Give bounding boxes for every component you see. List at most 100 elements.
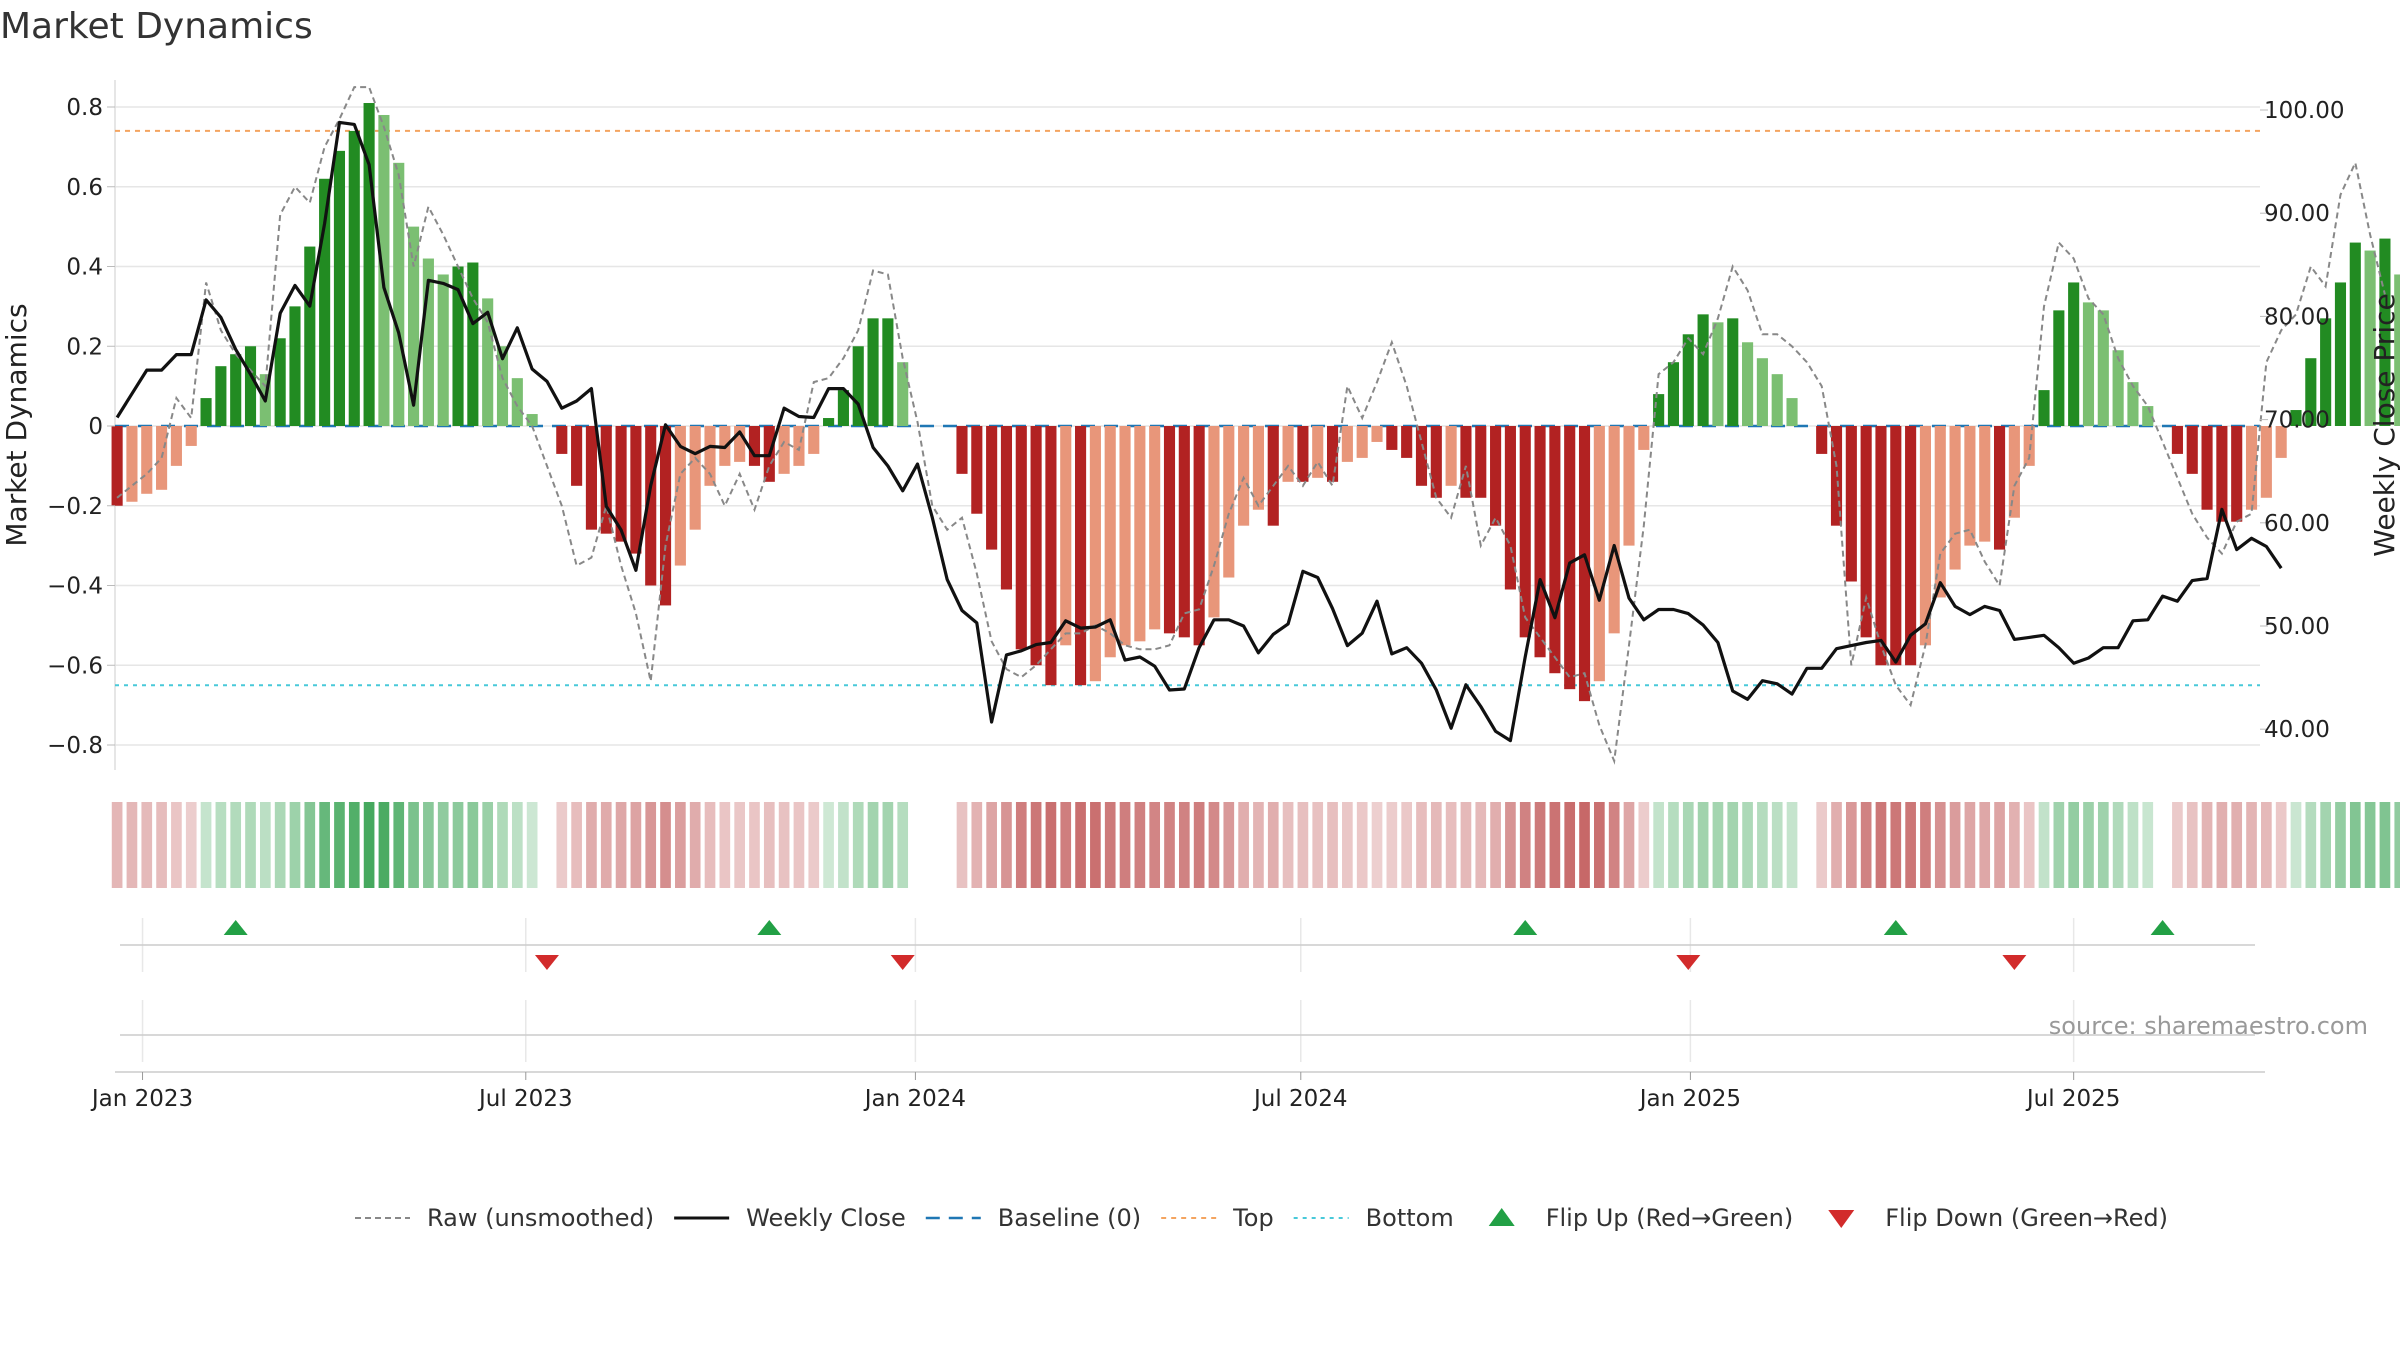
regime-strip-cell [393, 802, 405, 888]
regime-strip-cell [1845, 802, 1857, 888]
dynamics-bar [1356, 426, 1368, 458]
dynamics-bar [185, 426, 197, 446]
regime-strip-cell [511, 802, 523, 888]
dynamics-bar [748, 426, 761, 466]
regime-strip-cell [1949, 802, 1961, 888]
regime-strip-cell [1001, 802, 1012, 888]
regime-strip-cell [1994, 802, 2005, 888]
y-axis-title-left: Market Dynamics [0, 303, 33, 546]
regime-strip-cell [200, 802, 212, 888]
y-tick-label: 0.6 [66, 175, 103, 201]
dynamics-bar [1297, 426, 1309, 482]
dynamics-bars [111, 103, 2400, 702]
dynamics-bar [1771, 374, 1783, 426]
flip-down-marker [2002, 955, 2027, 970]
dynamics-bar [1578, 426, 1591, 702]
flip-up-marker [757, 920, 782, 935]
dynamics-bar [2305, 358, 2317, 426]
dynamics-bar [2142, 406, 2154, 426]
dynamics-bar [1964, 426, 1976, 546]
dynamics-bar [437, 274, 449, 426]
dynamics-bar [1727, 318, 1739, 426]
legend-swatch [1488, 1208, 1515, 1226]
dynamics-bar [1119, 426, 1131, 646]
dynamics-bar [1653, 394, 1665, 426]
regime-strip-cell [1653, 802, 1664, 888]
regime-strip-cell [571, 802, 582, 888]
dynamics-bar [1149, 426, 1161, 630]
legend-item-top: Top [1161, 1204, 1274, 1232]
x-axis: Jan 2023 Jul 2023 Jan 2024 Jul 2024 Jan 2025… [90, 1071, 2265, 1112]
legend-item-bottom: Bottom [1293, 1204, 1454, 1232]
dynamics-bar [1223, 426, 1235, 578]
dynamics-bar [837, 390, 849, 426]
regime-strip-cell [260, 802, 271, 888]
dynamics-bar [1504, 426, 1516, 590]
regime-strip-cell [1460, 802, 1472, 888]
y-tick-label: −0.6 [47, 653, 103, 679]
regime-strip-cell [838, 802, 849, 888]
regime-strip-cell [1327, 802, 1338, 888]
dynamics-bar [467, 262, 479, 426]
flip-down-marker [1676, 955, 1701, 970]
dynamics-bar [1045, 426, 1057, 686]
regime-strip-cell [1416, 802, 1427, 888]
regime-strip-cell [1594, 802, 1605, 888]
regime-strip-cell [1934, 802, 1946, 888]
dynamics-bar [585, 426, 597, 530]
dynamics-bar [1905, 426, 1917, 666]
dynamics-bar [897, 362, 909, 426]
regime-strip-cell [1860, 802, 1872, 888]
regime-strip-cell [1267, 802, 1279, 888]
regime-strip-cell [2335, 802, 2346, 888]
regime-strip-cell [1075, 802, 1086, 888]
axis-ticks: 0.8 0.6 0.4 0.2 0 −0.2 −0.4 −0.6 −0.8 100.00 90.00… [47, 95, 2344, 759]
dynamics-bar [141, 426, 153, 494]
regime-strip-cell [1060, 802, 1072, 888]
dynamics-bar [2275, 426, 2287, 458]
dynamics-bar [734, 426, 746, 462]
regime-strip-cell [1208, 802, 1220, 888]
dynamics-bar [482, 298, 494, 426]
dynamics-bar [2008, 426, 2020, 518]
regime-strip [111, 802, 2400, 888]
dynamics-bar [2349, 242, 2361, 426]
dynamics-bar [363, 103, 375, 426]
dynamics-bar [170, 426, 182, 466]
dynamics-bar [1816, 426, 1828, 454]
dynamics-bar [452, 266, 464, 426]
regime-strip-cell [423, 802, 434, 888]
regime-strip-cell [719, 802, 731, 888]
dynamics-bar [1430, 426, 1442, 498]
regime-strip-cell [2201, 802, 2213, 888]
dynamics-bar [1742, 342, 1754, 426]
dynamics-bar [808, 426, 820, 454]
dynamics-bar [630, 426, 642, 554]
dynamics-bar [1534, 426, 1546, 658]
dynamics-bar [1134, 426, 1146, 642]
regime-strip-cell [1134, 802, 1146, 888]
regime-strip-cell [1786, 802, 1798, 888]
legend-label: Baseline (0) [998, 1204, 1141, 1232]
y-axis-title-right: Weekly Close Price [2368, 293, 2400, 556]
regime-strip-cell [482, 802, 494, 888]
regime-strip-cell [2305, 802, 2317, 888]
dynamics-bar [1282, 426, 1294, 482]
legend-item-raw: Raw (unsmoothed) [355, 1204, 654, 1232]
dynamics-bar [2364, 250, 2376, 426]
dynamics-bar [1949, 426, 1961, 570]
regime-strip-cell [2172, 802, 2183, 888]
regime-strip-cell [1297, 802, 1309, 888]
dynamics-bar [1371, 426, 1383, 442]
regime-strip-cell [1253, 802, 1264, 888]
y-tick-label: 0 [88, 414, 103, 440]
dynamics-bar [571, 426, 583, 486]
dynamics-bar [971, 426, 983, 514]
regime-strip-cell [734, 802, 745, 888]
dynamics-bar [1860, 426, 1872, 638]
dynamics-bar [1564, 426, 1576, 690]
regime-strip-cell [1401, 802, 1412, 888]
regime-strip-cell [2261, 802, 2272, 888]
regime-strip-cell [1090, 802, 1101, 888]
regime-strip-cell [2053, 802, 2065, 888]
